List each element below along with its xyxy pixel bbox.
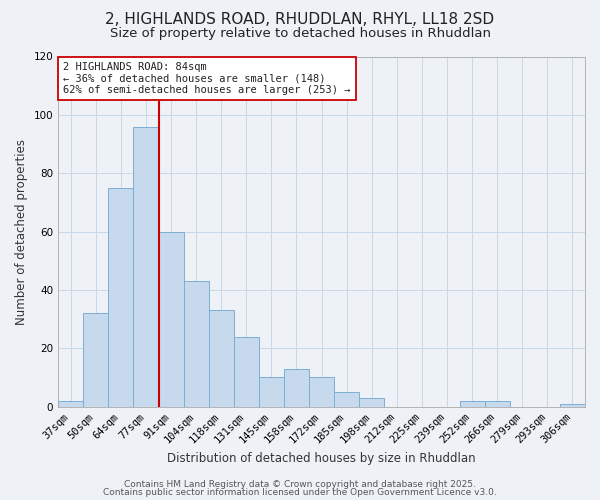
Bar <box>133 126 158 406</box>
Bar <box>259 378 284 406</box>
Bar <box>560 404 585 406</box>
Bar <box>485 401 510 406</box>
Text: 2, HIGHLANDS ROAD, RHUDDLAN, RHYL, LL18 2SD: 2, HIGHLANDS ROAD, RHUDDLAN, RHYL, LL18 … <box>106 12 494 28</box>
Bar <box>158 232 184 406</box>
Bar <box>58 401 83 406</box>
Y-axis label: Number of detached properties: Number of detached properties <box>15 138 28 324</box>
Bar <box>109 188 133 406</box>
Bar <box>460 401 485 406</box>
Bar <box>334 392 359 406</box>
Bar <box>83 313 109 406</box>
X-axis label: Distribution of detached houses by size in Rhuddlan: Distribution of detached houses by size … <box>167 452 476 465</box>
Text: Contains HM Land Registry data © Crown copyright and database right 2025.: Contains HM Land Registry data © Crown c… <box>124 480 476 489</box>
Bar <box>209 310 234 406</box>
Bar <box>234 336 259 406</box>
Bar <box>309 378 334 406</box>
Text: Size of property relative to detached houses in Rhuddlan: Size of property relative to detached ho… <box>110 28 491 40</box>
Text: 2 HIGHLANDS ROAD: 84sqm
← 36% of detached houses are smaller (148)
62% of semi-d: 2 HIGHLANDS ROAD: 84sqm ← 36% of detache… <box>64 62 351 95</box>
Bar <box>359 398 385 406</box>
Text: Contains public sector information licensed under the Open Government Licence v3: Contains public sector information licen… <box>103 488 497 497</box>
Bar <box>284 368 309 406</box>
Bar <box>184 281 209 406</box>
